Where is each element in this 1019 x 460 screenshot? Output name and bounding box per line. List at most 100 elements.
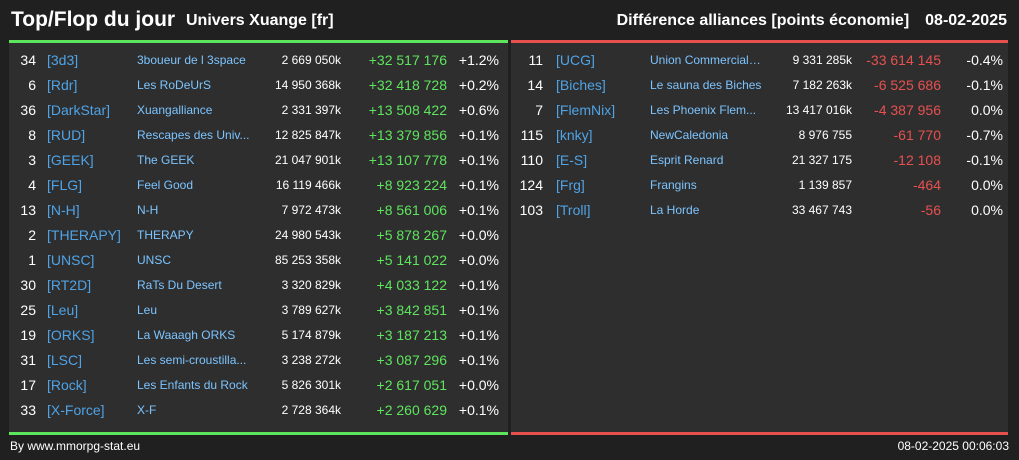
diff-value: +3 187 213	[376, 327, 447, 343]
header-info: Différence alliances [points économie] 0…	[617, 12, 1007, 30]
alliance-name-link[interactable]: Les Phoenix Flem...	[650, 103, 757, 117]
rank-value: 103	[519, 202, 543, 218]
top-row: 25 [Leu] Leu 3 789 627k +3 842 851 +0.1%	[9, 298, 508, 323]
rank-value: 115	[520, 127, 543, 143]
rank-value: 14	[527, 77, 543, 93]
percent-value: +1.2%	[458, 52, 499, 68]
percent-value: +0.1%	[458, 352, 499, 368]
points-value: 3 238 272k	[281, 353, 341, 367]
alliance-name-link[interactable]: THERAPY	[137, 228, 194, 242]
alliance-name-link[interactable]: UNSC	[137, 253, 172, 267]
universe-label: Univers Xuange [fr]	[186, 12, 334, 29]
diff-value: -6 525 686	[874, 77, 941, 93]
alliance-tag-link[interactable]: [X-Force]	[47, 402, 105, 418]
percent-value: +0.1%	[458, 202, 499, 218]
alliance-tag-link[interactable]: [N-H]	[47, 202, 80, 218]
alliance-tag-link[interactable]: [Troll]	[556, 202, 591, 218]
alliance-name-link[interactable]: Union Commerciale...	[650, 53, 762, 67]
alliance-tag-link[interactable]: [FLG]	[47, 177, 83, 193]
alliance-name-link[interactable]: La Waaagh ORKS	[137, 328, 236, 342]
alliance-name-link[interactable]: 3boueur de l 3space	[137, 53, 246, 67]
alliance-name-link[interactable]: X-F	[137, 403, 157, 417]
percent-value: +0.0%	[458, 252, 499, 268]
diff-value: +8 561 006	[376, 202, 447, 218]
diff-value: +5 878 267	[376, 227, 447, 243]
percent-value: 0.0%	[971, 202, 1003, 218]
top-panel: 34 [3d3] 3boueur de l 3space 2 669 050k +32 …	[9, 40, 508, 435]
flop-list: 11 [UCG] Union Commerciale... 9 331 285k -33…	[511, 48, 1008, 223]
diff-value: +8 923 224	[376, 177, 447, 193]
percent-value: +0.1%	[458, 127, 499, 143]
diff-value: -56	[920, 202, 941, 218]
alliance-tag-link[interactable]: [DarkStar]	[47, 102, 111, 118]
alliance-tag-link[interactable]: [GEEK]	[47, 152, 94, 168]
alliance-tag-link[interactable]: [Biches]	[556, 77, 606, 93]
rank-value: 6	[28, 77, 36, 93]
top-row: 36 [DarkStar] Xuangalliance 2 331 397k +13 5…	[9, 98, 508, 123]
rank-value: 1	[28, 252, 36, 268]
diff-value: +3 087 296	[376, 352, 447, 368]
alliance-name-link[interactable]: Xuangalliance	[137, 103, 213, 117]
rank-value: 33	[20, 402, 36, 418]
top-row: 3 [GEEK] The GEEK 21 047 901k +13 107 778 +0.…	[9, 148, 508, 173]
points-value: 33 467 743	[791, 203, 852, 217]
alliance-tag-link[interactable]: [LSC]	[47, 352, 83, 368]
points-value: 7 972 473k	[281, 203, 341, 217]
points-value: 5 174 879k	[281, 328, 341, 342]
alliance-name-link[interactable]: Leu	[137, 303, 158, 317]
percent-value: +0.1%	[458, 327, 499, 343]
percent-value: +0.0%	[458, 377, 499, 393]
rank-value: 19	[20, 327, 36, 343]
diff-value: +13 107 778	[368, 152, 447, 168]
top-row: 2 [THERAPY] THERAPY 24 980 543k +5 878 267 +0…	[9, 223, 508, 248]
alliance-name-link[interactable]: The GEEK	[137, 153, 195, 167]
points-value: 85 253 358k	[274, 253, 341, 267]
alliance-tag-link[interactable]: [THERAPY]	[47, 227, 121, 243]
percent-value: +0.2%	[458, 77, 499, 93]
alliance-tag-link[interactable]: [E-S]	[556, 152, 588, 168]
alliance-name-link[interactable]: N-H	[137, 203, 159, 217]
rank-value: 7	[535, 102, 543, 118]
alliance-name-link[interactable]: Frangins	[650, 178, 697, 192]
points-value: 24 980 543k	[274, 228, 341, 242]
alliance-tag-link[interactable]: [UCG]	[556, 52, 595, 68]
alliance-name-link[interactable]: Esprit Renard	[650, 153, 724, 167]
top-row: 1 [UNSC] UNSC 85 253 358k +5 141 022 +0.0%	[9, 248, 508, 273]
diff-value: +3 842 851	[376, 302, 447, 318]
flop-bottom-line	[511, 432, 1008, 435]
alliance-tag-link[interactable]: [Rdr]	[47, 77, 78, 93]
rank-value: 25	[20, 302, 36, 318]
alliance-tag-link[interactable]: [RT2D]	[47, 277, 92, 293]
alliance-name-link[interactable]: Les RoDeUrS	[137, 78, 212, 92]
points-value: 2 331 397k	[281, 103, 341, 117]
top-bottom-line	[9, 432, 508, 435]
alliance-tag-link[interactable]: [UNSC]	[47, 252, 95, 268]
alliance-name-link[interactable]: Le sauna des Biches	[650, 78, 762, 92]
alliance-name-link[interactable]: Rescapes des Univ...	[137, 128, 250, 142]
points-value: 7 182 263k	[792, 78, 852, 92]
alliance-name-link[interactable]: Feel Good	[137, 178, 194, 192]
alliance-tag-link[interactable]: [RUD]	[47, 127, 86, 143]
diff-value: +32 418 728	[368, 77, 447, 93]
alliance-tag-link[interactable]: [ORKS]	[47, 327, 95, 343]
alliance-name-link[interactable]: La Horde	[650, 203, 700, 217]
alliance-tag-link[interactable]: [knky]	[556, 127, 593, 143]
alliance-tag-link[interactable]: [3d3]	[47, 52, 79, 68]
alliance-tag-link[interactable]: [Rock]	[47, 377, 87, 393]
alliance-tag-link[interactable]: [Leu]	[47, 302, 79, 318]
rank-value: 13	[20, 202, 36, 218]
alliance-tag-link[interactable]: [Frg]	[556, 177, 585, 193]
points-value: 8 976 755	[798, 128, 852, 142]
percent-value: +0.1%	[458, 402, 499, 418]
page-title: Top/Flop du jour	[11, 8, 176, 31]
top-list: 34 [3d3] 3boueur de l 3space 2 669 050k +32 …	[9, 48, 508, 423]
diff-value: +5 141 022	[376, 252, 447, 268]
percent-value: -0.7%	[966, 127, 1003, 143]
alliance-name-link[interactable]: Les semi-croustilla...	[137, 353, 247, 367]
source-credit[interactable]: By www.mmorpg-stat.eu	[10, 439, 141, 453]
alliance-name-link[interactable]: Les Enfants du Rock	[137, 378, 248, 392]
alliance-name-link[interactable]: NewCaledonia	[650, 128, 729, 142]
alliance-name-link[interactable]: RaTs Du Desert	[137, 278, 222, 292]
alliance-tag-link[interactable]: [FlemNix]	[556, 102, 616, 118]
top-row: 4 [FLG] Feel Good 16 119 466k +8 923 224 +0.1…	[9, 173, 508, 198]
